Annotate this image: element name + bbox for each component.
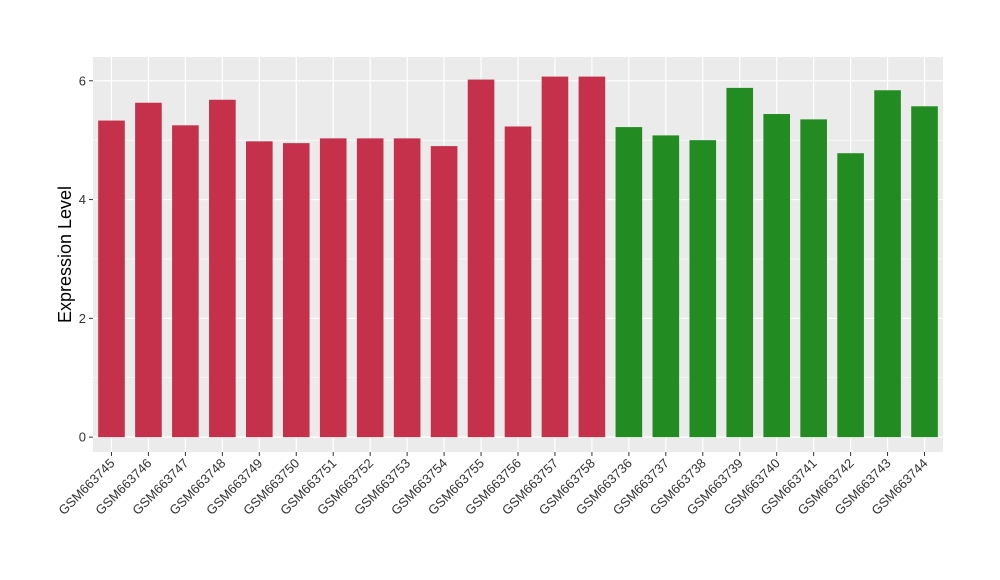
y-axis-title: Expression Level [55, 186, 75, 323]
bar [98, 120, 125, 438]
y-tick-label: 4 [79, 192, 86, 207]
bar [209, 99, 236, 438]
y-tick-label: 0 [79, 430, 86, 445]
bar [319, 138, 347, 438]
bar [911, 106, 938, 438]
bar [172, 125, 199, 438]
y-axis: 0 2 4 6 [79, 73, 93, 445]
bar [393, 138, 421, 438]
y-tick-label: 6 [79, 73, 86, 88]
bar [356, 138, 384, 438]
y-tick-label: 2 [79, 311, 86, 326]
bar [467, 79, 495, 438]
bar [135, 102, 162, 438]
bar [578, 76, 606, 438]
x-axis: GSM663745GSM663746GSM663747GSM663748GSM6… [55, 452, 931, 518]
bar [837, 153, 864, 438]
bar [652, 135, 680, 438]
bar [615, 127, 643, 438]
bar [504, 126, 532, 438]
bar [541, 76, 569, 438]
bars [98, 76, 938, 438]
bar [689, 140, 717, 438]
bar [282, 143, 310, 438]
bar [726, 87, 754, 438]
bar [430, 146, 458, 438]
bar [800, 119, 827, 438]
bar [246, 141, 273, 438]
bar [874, 90, 901, 438]
bar [763, 114, 790, 438]
